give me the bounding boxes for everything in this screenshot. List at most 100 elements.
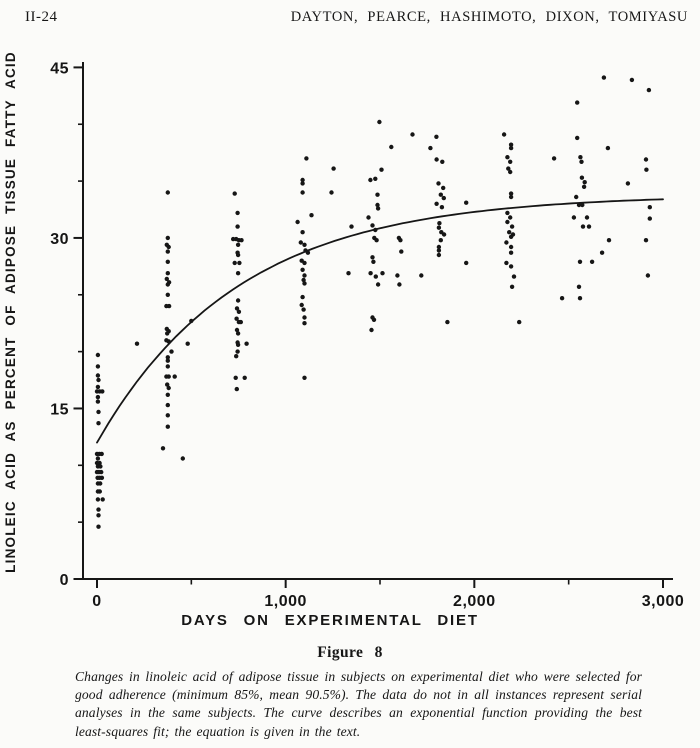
data-point [605, 145, 611, 151]
data-point [346, 271, 351, 276]
data-point [180, 456, 185, 461]
data-point [165, 259, 170, 264]
data-point [238, 319, 243, 325]
data-point [366, 215, 371, 220]
data-point [95, 399, 101, 404]
data-point [508, 215, 513, 220]
data-point [166, 244, 171, 250]
data-point [96, 524, 101, 529]
data-point [298, 240, 303, 245]
data-point [368, 177, 373, 183]
data-point [169, 349, 174, 354]
data-point [410, 132, 415, 137]
data-point [501, 132, 507, 137]
data-point [643, 238, 649, 243]
data-point [368, 271, 373, 276]
data-point [97, 460, 102, 466]
data-point [300, 230, 305, 235]
x-tick-label: 0 [92, 593, 101, 610]
data-point [576, 284, 582, 289]
data-point [95, 394, 101, 400]
data-point [165, 364, 170, 369]
page-number: II-24 [25, 9, 58, 25]
data-point [371, 317, 377, 322]
data-point [508, 244, 514, 250]
data-point [165, 424, 170, 429]
data-point [99, 469, 104, 475]
data-point [577, 259, 583, 264]
data-point [436, 252, 442, 258]
data-point [166, 339, 171, 344]
data-point [165, 190, 170, 195]
data-point [511, 274, 517, 279]
x-tick-label: 2,000 [453, 593, 496, 610]
data-point [646, 87, 652, 93]
scatter-plot-svg: 0 15 30 45 0 1,000 2,000 3,000 [50, 60, 684, 610]
data-point [377, 119, 382, 125]
data-point [98, 464, 103, 469]
data-point [302, 281, 307, 286]
data-point [644, 167, 649, 172]
data-point [97, 489, 103, 494]
data-point [300, 267, 305, 272]
y-tick-label: 15 [50, 401, 69, 418]
data-point [441, 232, 447, 237]
data-point [625, 181, 631, 186]
data-point [374, 238, 379, 243]
data-point [434, 201, 439, 206]
data-point [508, 264, 514, 269]
data-point [517, 319, 522, 325]
data-point [235, 210, 240, 216]
data-point [232, 260, 237, 266]
data-point [302, 315, 307, 320]
data-point [96, 377, 101, 383]
data-point [165, 392, 170, 397]
data-point [233, 375, 238, 380]
data-point [575, 100, 580, 105]
data-point [165, 358, 170, 363]
data-point [436, 248, 442, 253]
data-point [397, 282, 402, 287]
data-point [299, 302, 304, 308]
data-point [235, 342, 241, 347]
data-point [506, 166, 511, 171]
data-point [647, 216, 652, 221]
data-point [95, 497, 101, 502]
data-point [574, 194, 579, 200]
data-point [300, 181, 305, 186]
data-point [239, 238, 244, 243]
data-point [189, 318, 194, 324]
data-point [508, 159, 513, 164]
data-point [166, 374, 171, 379]
data-point [234, 386, 239, 392]
data-point [509, 224, 515, 229]
data-point [95, 352, 101, 358]
data-point [235, 349, 240, 354]
data-point [242, 375, 247, 380]
data-point [582, 180, 587, 185]
data-point [379, 167, 384, 172]
data-point [445, 319, 450, 325]
data-point [559, 296, 565, 301]
data-point [439, 205, 445, 210]
data-point [601, 75, 607, 80]
y-tick-label: 45 [50, 60, 69, 77]
data-point [505, 219, 510, 225]
data-point [300, 294, 305, 300]
data-point [237, 260, 242, 266]
data-point [373, 176, 378, 181]
data-point [235, 271, 241, 276]
data-point [234, 306, 240, 311]
data-point [165, 292, 170, 297]
data-point [166, 303, 172, 309]
data-point [434, 134, 439, 139]
data-point [371, 259, 376, 264]
data-point [236, 309, 242, 314]
data-point [436, 181, 441, 186]
data-point [436, 244, 442, 250]
data-point [441, 195, 446, 201]
page-header: II-24 DAYTON, PEARCE, HASHIMOTO, DIXON, … [25, 9, 688, 26]
data-point [508, 234, 514, 239]
data-point [305, 250, 311, 255]
data-point [438, 192, 443, 197]
